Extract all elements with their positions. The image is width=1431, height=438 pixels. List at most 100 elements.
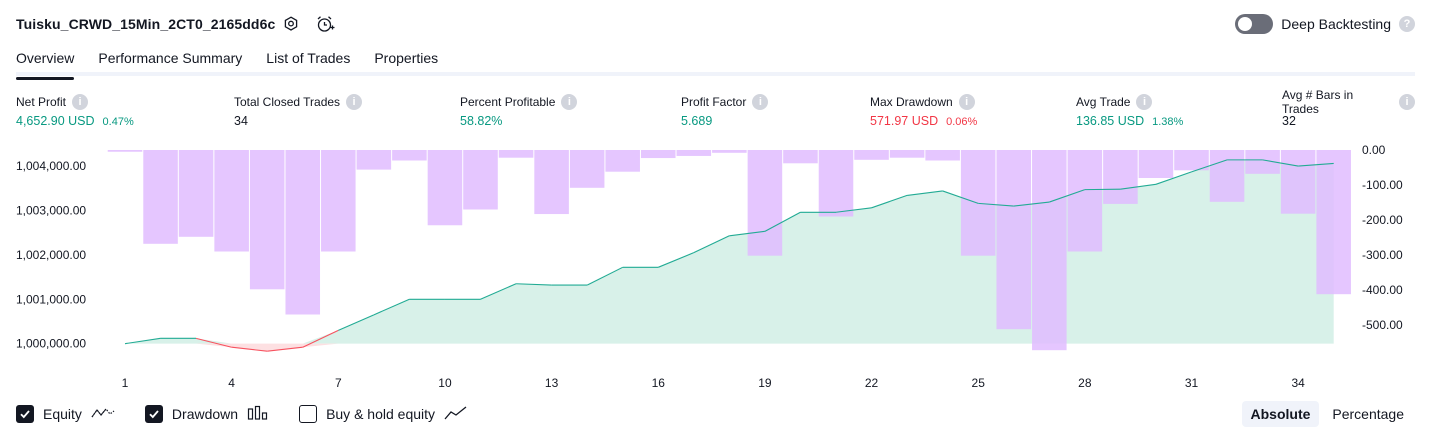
x-axis-tick: 1 [122,376,129,390]
y-axis-left-tick: 1,004,000.00 [16,159,86,173]
metric-percent-profitable: Percent Profitable i 58.82% [460,94,577,128]
drawdown-bar[interactable] [1032,150,1067,350]
percentage-button[interactable]: Percentage [1323,401,1413,427]
metric-percent: 0.47% [103,116,134,128]
drawdown-bar[interactable] [712,150,747,153]
y-axis-right-tick: -300.00 [1362,248,1403,262]
checkbox-checked-icon[interactable] [145,405,163,423]
alarm-clock-plus-icon[interactable] [314,13,336,35]
legend-label: Drawdown [172,406,238,422]
drawdown-bar[interactable] [996,150,1031,329]
x-axis-tick: 4 [228,376,235,390]
legend-equity[interactable]: Equity [16,405,115,424]
drawdown-bars-icon [247,405,269,424]
info-icon[interactable]: i [1399,94,1415,110]
strategy-title: Tuisku_CRWD_15Min_2CT0_2165dd6c [16,16,275,32]
drawdown-bar[interactable] [428,150,463,225]
drawdown-bar[interactable] [499,150,534,158]
drawdown-bar[interactable] [1068,150,1103,252]
metric-label: Avg Trade [1076,95,1130,109]
drawdown-bar[interactable] [890,150,925,158]
drawdown-bar[interactable] [250,150,285,289]
drawdown-bar[interactable] [1316,150,1351,294]
deep-backtesting-label: Deep Backtesting [1281,16,1391,32]
metric-label: Net Profit [16,95,66,109]
checkbox-unchecked-icon[interactable] [299,405,317,423]
info-icon[interactable]: i [72,94,88,110]
y-axis-right-tick: -500.00 [1362,318,1403,332]
drawdown-bar[interactable] [357,150,392,170]
info-icon[interactable]: i [959,94,975,110]
y-axis-right-tick: -100.00 [1362,178,1403,192]
drawdown-bar[interactable] [108,150,143,152]
drawdown-bar[interactable] [641,150,676,158]
metric-value: 571.97 USD [870,114,938,128]
gear-icon[interactable] [280,13,302,35]
drawdown-bar[interactable] [605,150,640,172]
absolute-button[interactable]: Absolute [1242,401,1320,427]
metric-value: 136.85 USD [1076,114,1144,128]
metric-label: Profit Factor [681,95,746,109]
report-tabs: Overview Performance Summary List of Tra… [16,46,1415,76]
equity-loss-area [125,344,1334,352]
question-icon[interactable]: ? [1399,16,1415,32]
drawdown-bar[interactable] [1281,150,1316,214]
drawdown-bar[interactable] [854,150,889,160]
metric-label: Max Drawdown [870,95,953,109]
x-axis-tick: 16 [652,376,666,390]
legend-buy-hold-equity[interactable]: Buy & hold equity [299,405,468,424]
drawdown-bar[interactable] [783,150,818,163]
drawdown-bar[interactable] [925,150,960,161]
y-axis-left-tick: 1,000,000.00 [16,337,86,351]
metric-value: 5.689 [681,114,712,128]
metric-value: 34 [234,114,248,128]
metrics-row: Net Profit i 4,652.90 USD 0.47% Total Clos… [16,94,1415,134]
drawdown-bar[interactable] [1210,150,1245,202]
y-axis-right-tick: -400.00 [1362,283,1403,297]
metric-avg-bars-in-trades: Avg # Bars in Trades i 32 [1282,94,1415,128]
drawdown-bar[interactable] [534,150,569,214]
legend-label: Equity [43,406,82,422]
trend-line-icon [444,405,468,424]
equity-drawdown-chart[interactable]: 1,000,000.00 1,001,000.00 1,002,000.00 1,00… [0,140,1431,398]
info-icon[interactable]: i [346,94,362,110]
x-axis-tick: 7 [335,376,342,390]
metric-total-closed-trades: Total Closed Trades i 34 [234,94,362,128]
drawdown-bar[interactable] [321,150,356,252]
deep-backtesting-control: Deep Backtesting ? [1235,13,1415,35]
drawdown-bar[interactable] [179,150,214,237]
drawdown-bar[interactable] [285,150,320,315]
info-icon[interactable]: i [1136,94,1152,110]
drawdown-bar[interactable] [392,150,427,161]
drawdown-bar[interactable] [214,150,249,252]
x-axis-tick: 25 [972,376,986,390]
drawdown-bar[interactable] [1139,150,1174,178]
checkbox-checked-icon[interactable] [16,405,34,423]
deep-backtesting-toggle[interactable] [1235,14,1273,34]
tab-overview[interactable]: Overview [16,46,74,76]
y-axis-left-tick: 1,003,000.00 [16,203,86,217]
scale-mode-switch: Absolute Percentage [1242,401,1414,427]
drawdown-bar[interactable] [1103,150,1138,204]
x-axis-tick: 19 [758,376,772,390]
metric-percent: 1.38% [1152,116,1183,128]
drawdown-bar[interactable] [570,150,605,188]
drawdown-bar[interactable] [677,150,712,156]
drawdown-bar[interactable] [748,150,783,256]
info-icon[interactable]: i [752,94,768,110]
metric-value: 4,652.90 USD [16,114,95,128]
drawdown-bar[interactable] [463,150,498,210]
drawdown-bar[interactable] [819,150,854,217]
tab-list-of-trades[interactable]: List of Trades [266,46,350,76]
legend-drawdown[interactable]: Drawdown [145,405,269,424]
info-icon[interactable]: i [561,94,577,110]
tab-properties[interactable]: Properties [374,46,438,76]
x-axis-tick: 13 [545,376,559,390]
chart-legend: Equity Drawdown Buy & hold equity [16,403,498,425]
tab-performance-summary[interactable]: Performance Summary [98,46,242,76]
x-axis-tick: 31 [1185,376,1199,390]
metric-avg-trade: Avg Trade i 136.85 USD 1.38% [1076,94,1183,128]
drawdown-bar[interactable] [143,150,178,244]
x-axis-tick: 10 [438,376,452,390]
y-axis-left-tick: 1,002,000.00 [16,248,86,262]
